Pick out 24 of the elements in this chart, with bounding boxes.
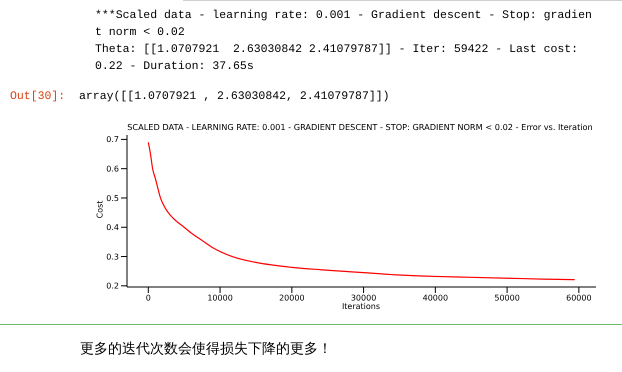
x-tick-label: 60000 xyxy=(566,294,592,303)
y-axis-title: Cost xyxy=(96,200,104,220)
line-series xyxy=(148,142,576,280)
chart-title: SCALED DATA - LEARNING RATE: 0.001 - GRADIENT DESCENT - STOP: GRADIENT NORM < 0.02 - Error vs. Iteration xyxy=(126,122,594,132)
x-tick-label: 30000 xyxy=(350,294,376,303)
x-tick-label: 20000 xyxy=(279,294,305,303)
x-tick-label: 50000 xyxy=(494,294,520,303)
y-tick-label: 0.5 xyxy=(106,194,119,203)
text: Out[30]: xyxy=(10,89,66,105)
y-tick-label: 0.2 xyxy=(106,282,119,291)
text: array([[1.0707921 , 2.63030842, 2.41079787]]) xyxy=(79,89,390,105)
x-tick-label: 0 xyxy=(146,294,151,303)
text: 0.22 - Duration: 37.65s xyxy=(95,59,254,75)
x-tick-label: 10000 xyxy=(207,294,233,303)
text: Theta: [[1.0707921 2.63030842 2.41079787]] - Iter: 59422 - Last cost: xyxy=(95,42,578,58)
y-tick-label: 0.3 xyxy=(106,252,119,262)
y-tick-label: 0.4 xyxy=(106,223,119,232)
text: 更多的迭代次数会使得损失下降的更多！ xyxy=(80,341,332,357)
y-tick-label: 0.7 xyxy=(106,135,119,144)
x-tick-label: 40000 xyxy=(422,294,448,303)
x-axis-title: Iterations xyxy=(340,302,382,311)
y-tick-label: 0.6 xyxy=(106,164,119,174)
text: t norm < 0.02 xyxy=(95,25,185,41)
text: ***Scaled data - learning rate: 0.001 - Gradient descent - Stop: gradien xyxy=(95,8,592,24)
